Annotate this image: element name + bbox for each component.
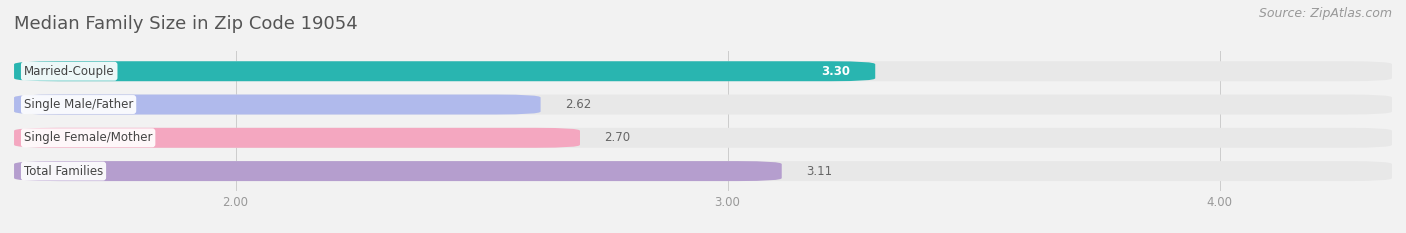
Text: Median Family Size in Zip Code 19054: Median Family Size in Zip Code 19054 bbox=[14, 15, 357, 33]
Text: 2.62: 2.62 bbox=[565, 98, 592, 111]
Text: Married-Couple: Married-Couple bbox=[24, 65, 114, 78]
FancyBboxPatch shape bbox=[14, 128, 1392, 148]
Text: Source: ZipAtlas.com: Source: ZipAtlas.com bbox=[1258, 7, 1392, 20]
FancyBboxPatch shape bbox=[14, 95, 1392, 114]
Text: Single Male/Father: Single Male/Father bbox=[24, 98, 134, 111]
FancyBboxPatch shape bbox=[14, 161, 1392, 181]
FancyBboxPatch shape bbox=[14, 61, 875, 81]
FancyBboxPatch shape bbox=[14, 61, 1392, 81]
FancyBboxPatch shape bbox=[14, 161, 782, 181]
Text: 3.30: 3.30 bbox=[821, 65, 851, 78]
Text: Total Families: Total Families bbox=[24, 164, 103, 178]
Text: Single Female/Mother: Single Female/Mother bbox=[24, 131, 152, 144]
Text: 3.11: 3.11 bbox=[806, 164, 832, 178]
FancyBboxPatch shape bbox=[14, 95, 540, 114]
Text: 2.70: 2.70 bbox=[605, 131, 631, 144]
FancyBboxPatch shape bbox=[14, 128, 579, 148]
